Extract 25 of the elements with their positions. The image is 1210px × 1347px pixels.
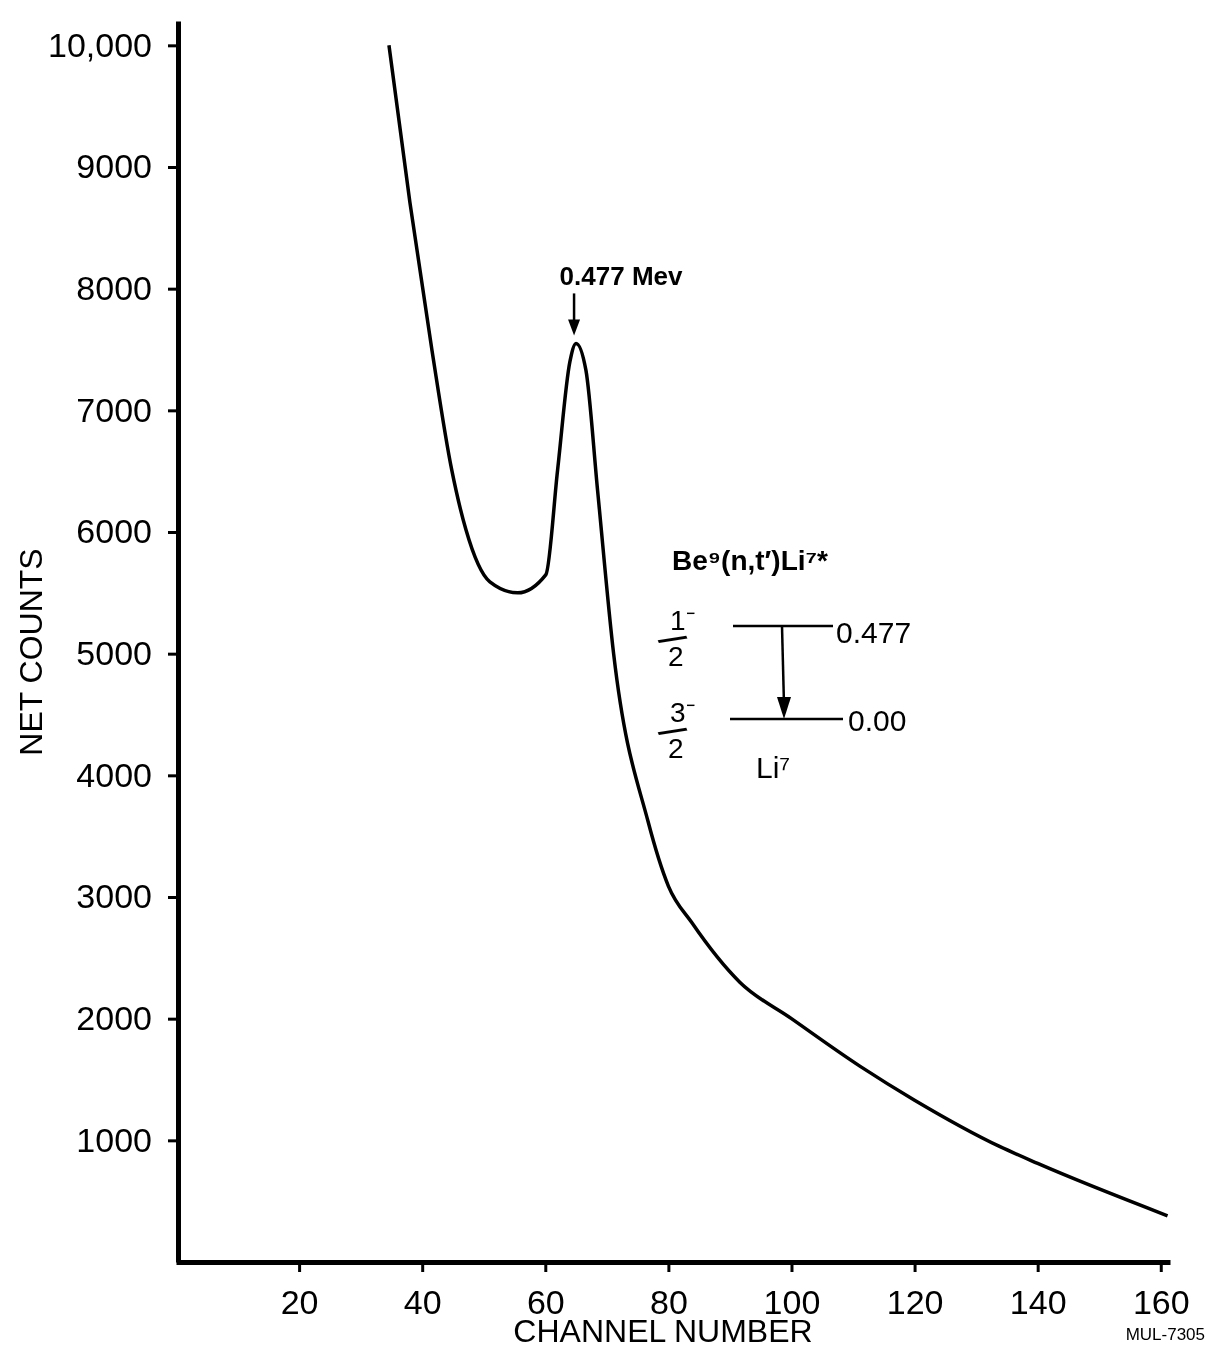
- y-tick-label: 6000: [76, 512, 152, 551]
- y-tick-label: 10,000: [48, 25, 152, 64]
- annotation: 1⁻/2: [650, 605, 695, 672]
- text: MUL-7305: [1125, 1325, 1205, 1344]
- x-axis-title: CHANNEL NUMBER: [513, 1313, 813, 1347]
- annotation: 3⁻/2: [650, 697, 695, 764]
- y-tick-label: 7000: [76, 390, 152, 429]
- x-tick-label: 20: [280, 1283, 319, 1322]
- y-tick-label: 3000: [76, 877, 152, 916]
- y-tick-label: 2000: [76, 999, 152, 1038]
- x-tick-label: 140: [1009, 1283, 1067, 1322]
- y-tick-label: 9000: [76, 147, 152, 186]
- annotation: Li⁷: [756, 751, 791, 784]
- annotation: Be⁹(n,t′)Li⁷*: [672, 545, 829, 576]
- x-tick-label: 160: [1132, 1283, 1190, 1322]
- annotation: 0.00: [848, 704, 907, 737]
- annotation: 0.477 Mev: [559, 261, 684, 292]
- x-tick-label: 40: [403, 1283, 442, 1322]
- x-tick-label: 120: [886, 1283, 944, 1322]
- annotation: 0.477: [836, 616, 912, 649]
- y-tick-label: 5000: [76, 634, 152, 673]
- y-tick-label: 4000: [76, 755, 152, 794]
- y-tick-label: 1000: [76, 1120, 152, 1159]
- y-axis-title: NET COUNTS: [13, 548, 49, 756]
- y-tick-label: 8000: [76, 269, 152, 308]
